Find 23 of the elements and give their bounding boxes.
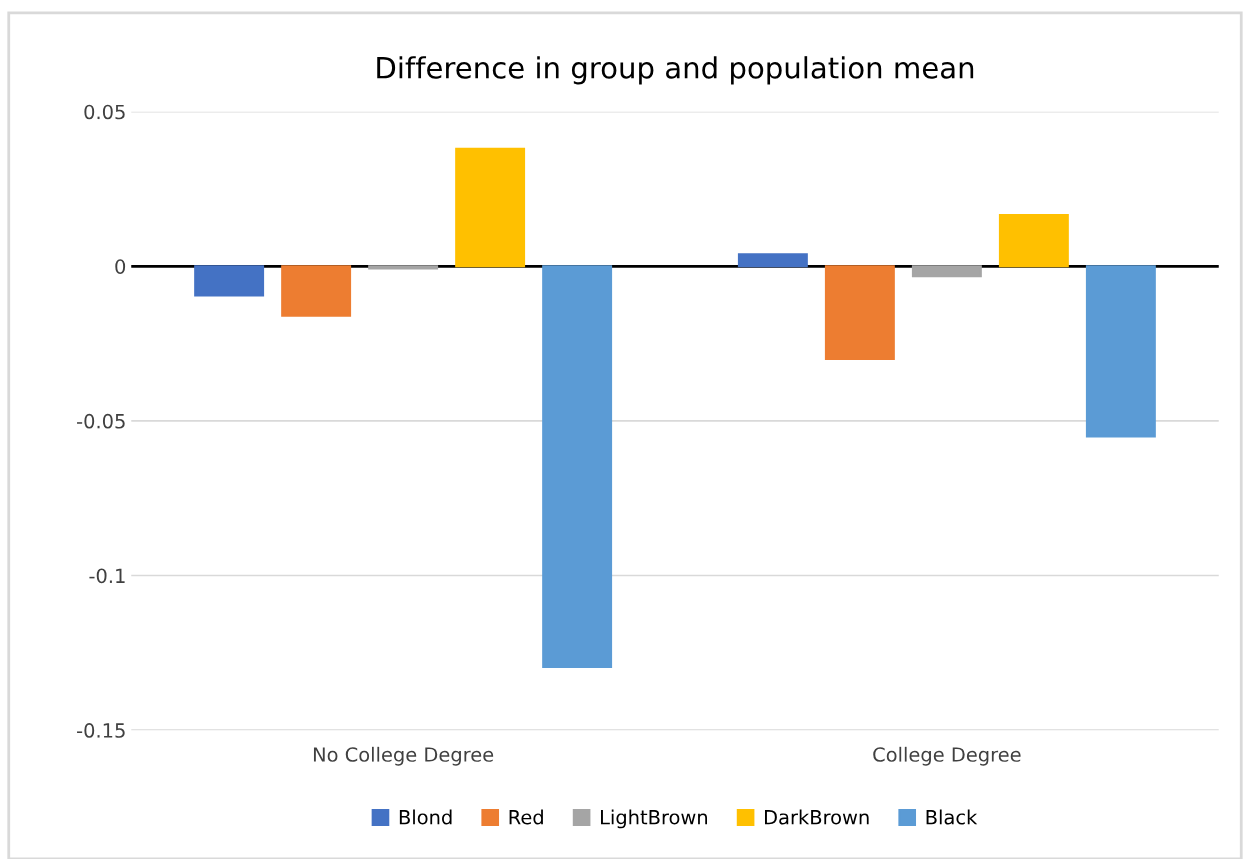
x-tick-label: College Degree [873, 746, 1021, 766]
y-tick-label: -0.15 [77, 723, 125, 738]
bar [998, 213, 1069, 268]
bar [368, 265, 439, 270]
chart-title: Difference in group and population mean [377, 56, 974, 85]
bar [1085, 265, 1156, 438]
bar [194, 265, 265, 297]
legend-label: Red [509, 809, 543, 825]
bar [911, 265, 982, 278]
bar [737, 253, 808, 268]
legend-label: Black [926, 809, 978, 825]
legend-label: Blond [399, 809, 452, 825]
legend-label: DarkBrown [765, 809, 869, 825]
legend-label: LightBrown [601, 809, 707, 829]
bar [455, 147, 526, 268]
y-tick-label: -0.05 [77, 413, 125, 429]
x-tick-label: No College Degree [313, 746, 494, 766]
bar [542, 265, 613, 669]
bar [281, 265, 352, 317]
y-tick-label: 0 [115, 259, 126, 274]
y-tick-label: 0.05 [84, 104, 125, 120]
y-tick-label: -0.1 [89, 568, 125, 584]
bar [824, 265, 895, 361]
